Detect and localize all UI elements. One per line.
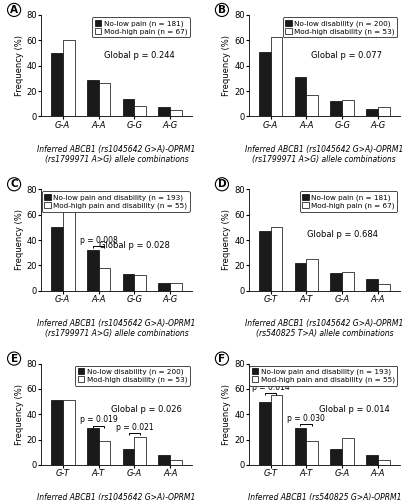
Text: p = 0.008: p = 0.008 <box>80 236 117 245</box>
Bar <box>98 441 110 465</box>
Y-axis label: Frequency (%): Frequency (%) <box>222 35 232 96</box>
Bar <box>378 460 390 465</box>
Text: Global p = 0.077: Global p = 0.077 <box>311 51 382 60</box>
Bar <box>87 80 98 116</box>
Bar <box>159 283 170 290</box>
Bar <box>134 106 146 117</box>
Text: (rs1799971 A>G) allele combinations: (rs1799971 A>G) allele combinations <box>44 329 188 338</box>
Bar <box>63 40 75 117</box>
Bar <box>295 263 307 290</box>
Bar <box>63 400 75 465</box>
Text: Inferred ABCB1 (rs540825 G>A)-OPRM1: Inferred ABCB1 (rs540825 G>A)-OPRM1 <box>248 494 401 500</box>
Bar <box>259 231 271 290</box>
Bar <box>378 284 390 290</box>
Y-axis label: Frequency (%): Frequency (%) <box>15 384 23 445</box>
Legend: No-low disability (n = 200), Mod-high disability (n = 53): No-low disability (n = 200), Mod-high di… <box>283 17 398 38</box>
Bar <box>159 108 170 116</box>
Bar <box>342 100 354 116</box>
Text: Inferred ABCB1 (rs1045642 G>A)-OPRM1: Inferred ABCB1 (rs1045642 G>A)-OPRM1 <box>37 494 196 500</box>
Bar <box>342 438 354 465</box>
Legend: No-low disability (n = 200), Mod-high disability (n = 53): No-low disability (n = 200), Mod-high di… <box>75 366 190 386</box>
Bar <box>134 276 146 290</box>
Bar <box>271 228 282 290</box>
Text: A: A <box>10 5 18 15</box>
Bar <box>295 428 307 465</box>
Bar <box>123 98 134 116</box>
X-axis label: Inferred ABCB1 (rs540825 G>A)-OPRM1
(rs1799971 T>A) allele combinations: Inferred ABCB1 (rs540825 G>A)-OPRM1 (rs1… <box>0 499 1 500</box>
Bar <box>170 110 182 116</box>
Y-axis label: Frequency (%): Frequency (%) <box>15 35 23 96</box>
X-axis label: Inferred ABCB1 (rs1045642 G>A)-OPRM1
(rs540825 T>A) allele combinations: Inferred ABCB1 (rs1045642 G>A)-OPRM1 (rs… <box>0 499 1 500</box>
Bar <box>259 52 271 116</box>
Y-axis label: Frequency (%): Frequency (%) <box>222 210 232 270</box>
Text: Global p = 0.684: Global p = 0.684 <box>307 230 378 239</box>
Bar <box>330 448 342 465</box>
X-axis label: Inferred ABCB1 (rs1045642 G>A)-OPRM1
(rs1799971 A>G) allele combinations: Inferred ABCB1 (rs1045642 G>A)-OPRM1 (rs… <box>0 499 1 500</box>
Text: B: B <box>218 5 226 15</box>
X-axis label: Inferred ABCB1 (rs1045642 G>A)-OPRM1
(rs1799971 A>G) allele combinations: Inferred ABCB1 (rs1045642 G>A)-OPRM1 (rs… <box>0 499 1 500</box>
Text: Inferred ABCB1 (rs1045642 G>A)-OPRM1: Inferred ABCB1 (rs1045642 G>A)-OPRM1 <box>245 144 403 154</box>
Bar <box>170 283 182 290</box>
Bar <box>98 268 110 290</box>
Bar <box>330 273 342 290</box>
Legend: No-low pain and disability (n = 193), Mod-high pain and disability (n = 55): No-low pain and disability (n = 193), Mo… <box>42 192 190 212</box>
Text: Global p = 0.014: Global p = 0.014 <box>319 405 390 414</box>
Text: Global p = 0.244: Global p = 0.244 <box>104 51 174 60</box>
Bar <box>307 259 318 290</box>
Bar <box>271 36 282 117</box>
Text: p = 0.014: p = 0.014 <box>252 382 289 392</box>
Legend: No-low pain (n = 181), Mod-high pain (n = 67): No-low pain (n = 181), Mod-high pain (n … <box>92 17 190 38</box>
Bar <box>51 228 63 290</box>
X-axis label: Inferred ABCB1 (rs1045642 G>A)-OPRM1
(rs540825 T>A) allele combinations: Inferred ABCB1 (rs1045642 G>A)-OPRM1 (rs… <box>0 499 1 500</box>
Bar <box>170 460 182 465</box>
Bar <box>51 400 63 465</box>
Text: F: F <box>218 354 225 364</box>
Bar <box>259 402 271 465</box>
Bar <box>123 448 134 465</box>
Bar <box>271 396 282 465</box>
Bar <box>366 109 378 116</box>
Text: (rs1799971 A>G) allele combinations: (rs1799971 A>G) allele combinations <box>253 155 396 164</box>
Text: (rs1799971 A>G) allele combinations: (rs1799971 A>G) allele combinations <box>44 155 188 164</box>
Bar <box>330 101 342 116</box>
Text: (rs540825 T>A) allele combinations: (rs540825 T>A) allele combinations <box>255 329 393 338</box>
Text: E: E <box>11 354 18 364</box>
Text: p = 0.021: p = 0.021 <box>116 423 153 432</box>
Bar <box>134 437 146 465</box>
Bar <box>366 455 378 465</box>
X-axis label: Inferred ABCB1 (rs1045642 G>A)-OPRM1
(rs1799971 A>G) allele combinations: Inferred ABCB1 (rs1045642 G>A)-OPRM1 (rs… <box>0 499 1 500</box>
Text: C: C <box>10 180 18 190</box>
Text: Inferred ABCB1 (rs1045642 G>A)-OPRM1: Inferred ABCB1 (rs1045642 G>A)-OPRM1 <box>37 319 196 328</box>
Text: p = 0.005: p = 0.005 <box>44 196 82 204</box>
Bar <box>51 53 63 116</box>
Bar <box>307 95 318 116</box>
Y-axis label: Frequency (%): Frequency (%) <box>222 384 232 445</box>
Text: D: D <box>218 180 226 190</box>
Text: p = 0.019: p = 0.019 <box>80 416 117 424</box>
Bar <box>87 428 98 465</box>
Text: Inferred ABCB1 (rs1045642 G>A)-OPRM1: Inferred ABCB1 (rs1045642 G>A)-OPRM1 <box>37 144 196 154</box>
Bar <box>307 441 318 465</box>
Bar <box>342 272 354 290</box>
Text: Global p = 0.026: Global p = 0.026 <box>111 405 182 414</box>
Text: Inferred ABCB1 (rs1045642 G>A)-OPRM1: Inferred ABCB1 (rs1045642 G>A)-OPRM1 <box>245 319 403 328</box>
Bar <box>123 274 134 290</box>
Bar <box>98 84 110 116</box>
Y-axis label: Frequency (%): Frequency (%) <box>15 210 23 270</box>
Text: Global p = 0.028: Global p = 0.028 <box>99 240 170 250</box>
Bar <box>63 210 75 290</box>
Bar <box>87 250 98 290</box>
Bar <box>159 455 170 465</box>
Bar <box>378 108 390 116</box>
Legend: No-low pain and disability (n = 193), Mod-high pain and disability (n = 55): No-low pain and disability (n = 193), Mo… <box>249 366 398 386</box>
Legend: No-low pain (n = 181), Mod-high pain (n = 67): No-low pain (n = 181), Mod-high pain (n … <box>300 192 398 212</box>
Bar <box>295 77 307 116</box>
Text: p = 0.030: p = 0.030 <box>288 414 325 423</box>
Bar <box>366 280 378 290</box>
